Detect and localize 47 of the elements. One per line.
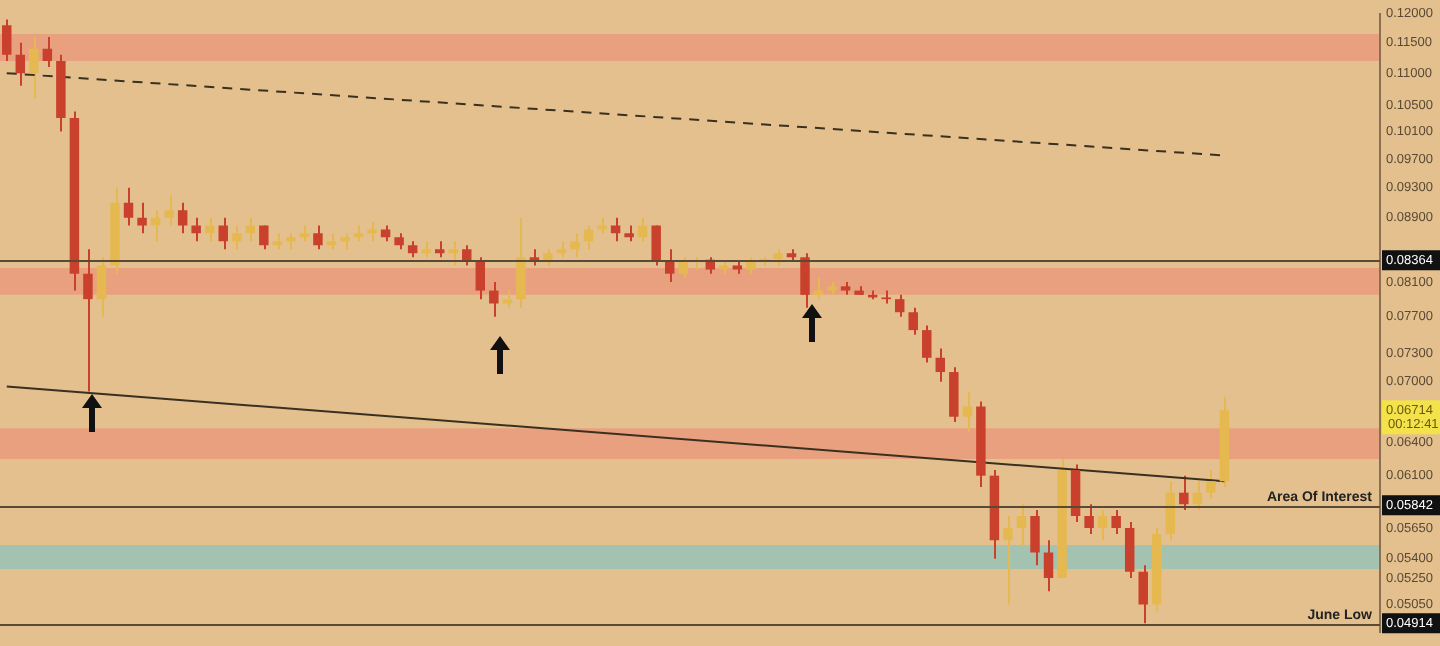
candlestick: [313, 224, 323, 251]
candlestick: [1070, 463, 1081, 523]
candlestick: [462, 244, 472, 267]
candlestick: [800, 252, 810, 309]
candlestick: [962, 390, 973, 434]
candlestick: [516, 216, 526, 309]
candlestick: [42, 35, 53, 69]
candlestick: [949, 366, 959, 423]
candlestick: [123, 186, 134, 227]
candlestick: [448, 240, 458, 267]
candlestick: [218, 216, 228, 251]
candlestick: [1097, 509, 1108, 542]
candlestick: [367, 220, 377, 243]
candlestick: [1003, 515, 1013, 606]
candlestick: [908, 306, 918, 336]
candlestick: [96, 256, 107, 318]
candlestick: [1179, 474, 1189, 512]
candlestick: [191, 216, 201, 243]
candlestick: [1043, 539, 1054, 593]
candlestick: [2, 18, 12, 62]
candlestick: [1206, 469, 1216, 500]
candlestick: [1016, 503, 1027, 548]
candlestick: [150, 209, 161, 243]
candlestick: [15, 41, 26, 87]
candlestick: [1084, 503, 1094, 536]
candlestick: [664, 248, 675, 284]
candlestick: [678, 256, 688, 279]
candlestick: [1165, 480, 1176, 542]
candlestick: [894, 293, 905, 318]
candlestick: [489, 281, 499, 318]
candlestick: [651, 224, 661, 267]
candlestick: [29, 35, 39, 100]
candlestick: [232, 224, 242, 251]
candlestick: [1124, 520, 1135, 580]
candlestick: [177, 201, 188, 235]
candlestick: [164, 194, 174, 227]
candlestick: [1111, 509, 1121, 536]
candlestick: [137, 201, 147, 235]
candlestick: [475, 256, 486, 301]
candlestick: [83, 248, 93, 393]
candlestick: [1138, 564, 1148, 625]
candlestick: [1192, 480, 1203, 512]
candlestick: [570, 232, 580, 259]
candlestick: [922, 324, 932, 364]
candlestick: [935, 347, 946, 383]
candlestick: [1030, 509, 1040, 567]
candlestick: [583, 224, 594, 251]
